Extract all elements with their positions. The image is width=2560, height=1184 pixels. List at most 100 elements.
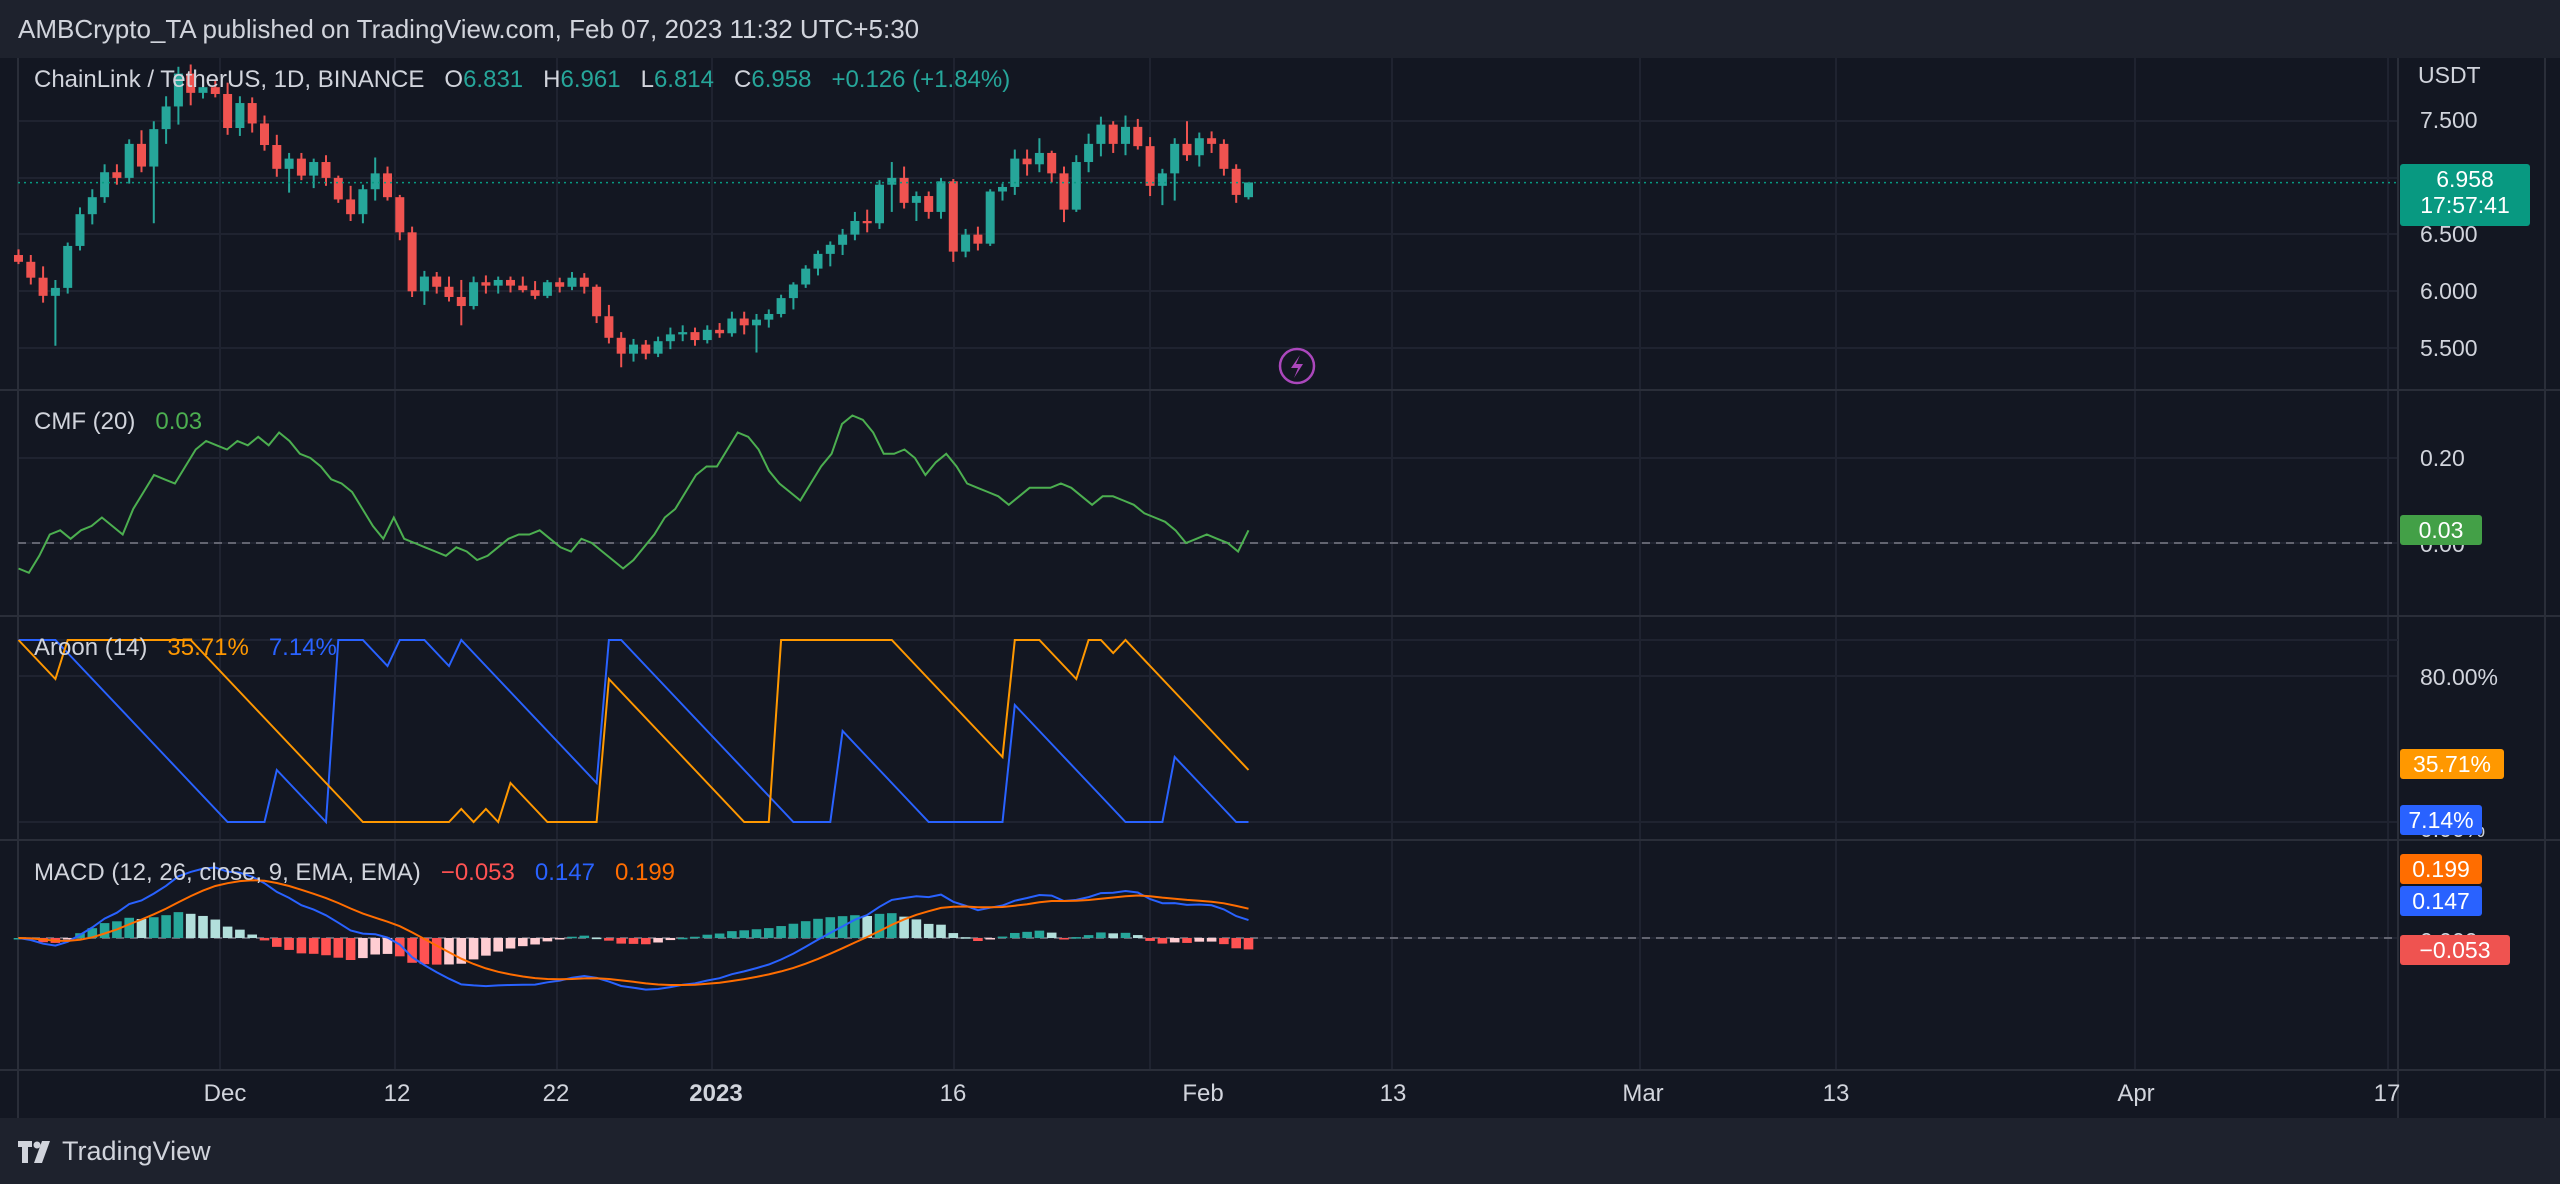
last-price-tag: 6.958 17:57:41 bbox=[2400, 164, 2530, 226]
time-axis-label: Apr bbox=[2117, 1080, 2154, 1107]
macd-hist-bar bbox=[358, 938, 368, 959]
candle-body bbox=[1207, 138, 1217, 144]
open-value: 6.831 bbox=[463, 66, 524, 93]
macd-hist-bar bbox=[173, 912, 184, 938]
candle-body bbox=[727, 318, 737, 334]
candle-body bbox=[1121, 126, 1130, 144]
time-axis-label: 22 bbox=[543, 1080, 570, 1107]
macd-hist-bar bbox=[431, 938, 442, 965]
cmf-value-tag: 0.03 bbox=[2400, 515, 2482, 545]
macd-hist-bar bbox=[99, 923, 110, 938]
candle-body bbox=[998, 186, 1007, 192]
high-label: H bbox=[543, 66, 561, 93]
macd-hist-bar bbox=[1046, 932, 1057, 938]
macd-hist-bar bbox=[899, 916, 909, 938]
candle-body bbox=[1219, 143, 1229, 169]
tradingview-logo[interactable]: TradingView bbox=[18, 1136, 211, 1167]
candle-body bbox=[579, 277, 589, 287]
tradingview-logo-icon bbox=[18, 1140, 50, 1163]
candle-body bbox=[665, 334, 675, 342]
candle-body bbox=[50, 287, 60, 296]
macd-hist-bar bbox=[456, 938, 467, 964]
macd-hist-bar bbox=[591, 937, 602, 940]
candle-body bbox=[173, 73, 183, 107]
candle-body bbox=[1071, 162, 1081, 210]
macd-hist-bar bbox=[653, 938, 663, 943]
candle-body bbox=[542, 282, 552, 296]
macd-hist-bar bbox=[825, 917, 836, 938]
macd-hist-bar bbox=[518, 938, 528, 947]
macd-hist-bar bbox=[1059, 938, 1069, 940]
macd-hist-bar bbox=[235, 929, 245, 938]
macd-line-tag: 0.147 bbox=[2400, 886, 2482, 916]
high-value: 6.961 bbox=[560, 66, 621, 93]
candle-body bbox=[1034, 152, 1044, 165]
macd-hist-bar bbox=[382, 938, 393, 954]
macd-hist-bar bbox=[604, 938, 614, 941]
macd-hist-bar bbox=[481, 938, 491, 956]
macd-hist-bar bbox=[1096, 932, 1106, 938]
candle-body bbox=[223, 93, 233, 129]
macd-hist-bar bbox=[272, 938, 282, 947]
candle-body bbox=[75, 214, 85, 246]
cmf-tick-020: 0.20 bbox=[2420, 445, 2465, 471]
candle-body bbox=[518, 285, 528, 291]
macd-hist-bar bbox=[911, 919, 922, 938]
aroon-label: Aroon (14) bbox=[34, 634, 148, 661]
candle-body bbox=[592, 286, 602, 317]
macd-hist-bar bbox=[1182, 938, 1192, 943]
macd-hist-bar bbox=[259, 938, 270, 941]
candle-body bbox=[715, 329, 725, 334]
macd-hist-bar bbox=[616, 938, 626, 944]
time-axis-label: 2023 bbox=[689, 1080, 742, 1107]
candle-body bbox=[813, 253, 823, 269]
candle-body bbox=[419, 276, 429, 292]
aroon-down-tag: 7.14% bbox=[2400, 805, 2482, 835]
candle-body bbox=[1231, 168, 1241, 195]
macd-hist-bar bbox=[567, 936, 577, 939]
macd-hist-bar bbox=[751, 929, 762, 938]
time-axis-label: 17 bbox=[2374, 1080, 2401, 1107]
candle-body bbox=[616, 337, 626, 354]
candle-body bbox=[247, 103, 257, 124]
tradingview-brand: TradingView bbox=[62, 1136, 211, 1166]
macd-label: MACD (12, 26, close, 9, EMA, EMA) bbox=[34, 859, 421, 886]
candle-body bbox=[899, 177, 909, 203]
candle-body bbox=[296, 158, 306, 176]
macd-hist-bar bbox=[1206, 938, 1217, 942]
macd-hist-bar bbox=[665, 938, 676, 941]
macd-hist-bar bbox=[247, 934, 257, 938]
macd-hist-bar bbox=[554, 938, 565, 940]
candle-body bbox=[346, 199, 356, 215]
macd-hist-bar bbox=[1108, 933, 1118, 938]
currency-label: USDT bbox=[2418, 62, 2481, 88]
macd-hist-bar bbox=[1219, 938, 1229, 945]
macd-hist-bar bbox=[1157, 938, 1168, 944]
candle-body bbox=[493, 279, 503, 286]
candle-body bbox=[137, 143, 146, 167]
macd-hist-bar bbox=[1231, 938, 1241, 949]
candle-body bbox=[112, 172, 122, 178]
time-axis-label: 13 bbox=[1823, 1080, 1850, 1107]
candle-body bbox=[1157, 173, 1167, 186]
candle-body bbox=[63, 245, 73, 288]
macd-hist-bar bbox=[210, 919, 221, 938]
aroon-legend: Aroon (14) 35.71% 7.14% bbox=[34, 634, 337, 662]
candle-body bbox=[100, 172, 110, 198]
macd-hist-bar bbox=[136, 918, 147, 938]
candle-body bbox=[309, 162, 319, 176]
candle-body bbox=[38, 277, 48, 296]
lightning-bolt bbox=[1291, 355, 1303, 378]
macd-hist-bar bbox=[677, 937, 688, 940]
candle-body bbox=[875, 184, 884, 224]
candle-body bbox=[235, 103, 245, 129]
macd-hist-bar bbox=[1022, 931, 1032, 938]
aroon-up-tag: 35.71% bbox=[2400, 749, 2504, 779]
macd-hist-bar bbox=[308, 938, 319, 954]
macd-hist-bar bbox=[714, 933, 725, 938]
candle-body bbox=[567, 277, 577, 287]
candle-body bbox=[1182, 143, 1192, 156]
macd-line-value: 0.147 bbox=[534, 859, 595, 886]
candle-body bbox=[358, 189, 368, 215]
